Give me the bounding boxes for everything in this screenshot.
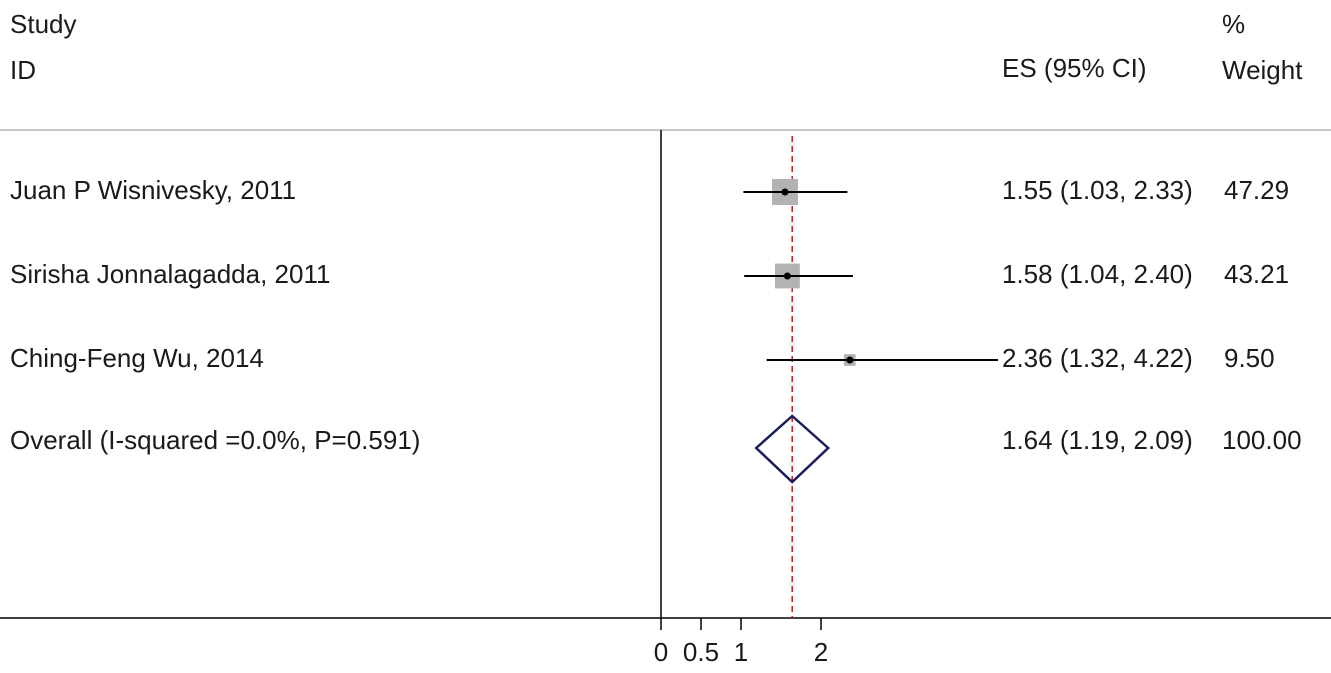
x-tick-label: 0 [654,637,668,667]
header-weight: Weight [1222,55,1303,85]
header-id: ID [10,55,36,85]
x-tick-label: 0.5 [683,637,719,667]
study-label: Ching-Feng Wu, 2014 [10,343,264,373]
study-es-ci: 1.55 (1.03, 2.33) [1002,175,1193,205]
study-es-ci: 1.58 (1.04, 2.40) [1002,259,1193,289]
x-tick-label: 2 [814,637,828,667]
study-point-estimate [781,188,789,196]
overall-label: Overall (I-squared =0.0%, P=0.591) [10,425,420,455]
study-point-estimate [846,356,854,364]
study-weight: 9.50 [1224,343,1275,373]
header-study: Study [10,9,77,39]
study-weight: 43.21 [1224,259,1289,289]
overall-es-ci: 1.64 (1.19, 2.09) [1002,425,1193,455]
header-percent: % [1222,9,1246,39]
study-weight: 47.29 [1224,175,1289,205]
study-point-estimate [783,272,791,280]
overall-diamond [754,414,831,484]
x-tick-label: 1 [734,637,748,667]
study-es-ci: 2.36 (1.32, 4.22) [1002,343,1193,373]
overall-weight: 100.00 [1222,425,1302,455]
study-label: Juan P Wisnivesky, 2011 [10,175,296,205]
header-es-ci: ES (95% CI) [1002,53,1147,83]
study-label: Sirisha Jonnalagadda, 2011 [10,259,330,289]
